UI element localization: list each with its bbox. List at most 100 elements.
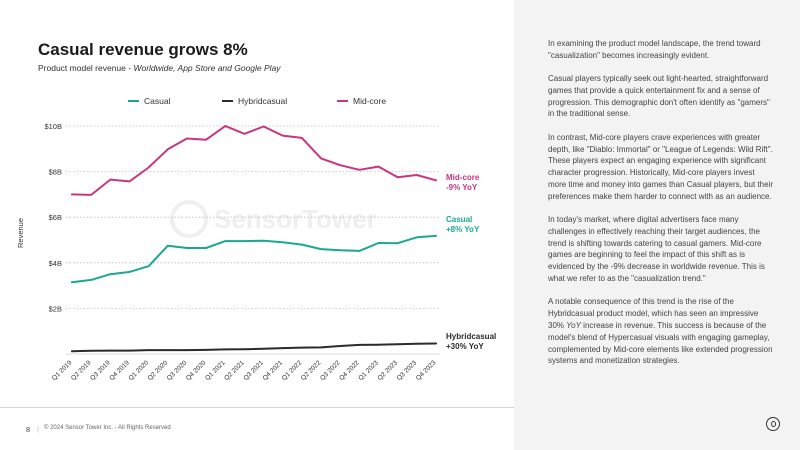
paragraph-5-after: increase in revenue. This success is bec… — [548, 320, 773, 366]
data-point-hybridcasual — [128, 349, 131, 352]
end-label-midcore-change: -9% YoY — [446, 183, 478, 192]
page-number: 8 — [26, 425, 31, 434]
data-point-hybridcasual — [186, 349, 188, 352]
data-point-midcore — [224, 125, 227, 127]
data-point-casual — [224, 240, 227, 243]
series-line-hybridcasual — [71, 342, 437, 353]
data-point-casual — [262, 239, 265, 242]
data-point-casual — [205, 247, 208, 249]
footer-separator: | — [37, 424, 39, 433]
data-point-hybridcasual — [396, 343, 399, 346]
data-point-hybridcasual — [205, 348, 208, 351]
data-point-casual — [186, 247, 188, 249]
data-point-casual — [377, 242, 380, 244]
data-point-hybridcasual — [166, 349, 169, 352]
data-point-casual — [281, 241, 284, 244]
data-point-hybridcasual — [435, 342, 437, 345]
data-point-midcore — [377, 165, 380, 168]
data-point-midcore — [147, 166, 150, 169]
data-point-hybridcasual — [281, 347, 284, 349]
legend-item-hybridcasual: Hybridcasual — [222, 96, 287, 106]
footer-divider — [0, 407, 514, 408]
watermark-icon — [170, 200, 208, 238]
data-point-midcore — [166, 148, 169, 151]
data-point-hybridcasual — [377, 343, 380, 346]
data-point-midcore — [435, 179, 437, 182]
legend-swatch-midcore — [337, 100, 348, 102]
data-point-hybridcasual — [90, 349, 93, 352]
data-point-hybridcasual — [109, 349, 112, 352]
data-point-midcore — [262, 125, 265, 128]
data-point-casual — [415, 236, 418, 239]
chart-subtitle: Product model revenue - Worldwide, App S… — [38, 63, 281, 73]
data-point-casual — [320, 248, 322, 251]
y-tick-label: $8B — [49, 168, 62, 177]
data-point-hybridcasual — [243, 348, 246, 351]
data-point-midcore — [396, 176, 399, 179]
data-point-midcore — [243, 132, 246, 135]
subtitle-main: Product model revenue - — [38, 63, 132, 73]
data-point-casual — [166, 244, 169, 247]
series-line-casual — [71, 234, 437, 284]
series-line-midcore — [71, 125, 437, 196]
data-point-casual — [90, 279, 93, 281]
data-point-casual — [243, 240, 246, 243]
paragraph-2: Casual players typically seek out light-… — [548, 74, 770, 119]
data-point-casual — [435, 234, 437, 237]
data-point-hybridcasual — [415, 342, 418, 345]
data-point-midcore — [415, 174, 418, 176]
paragraph-5: A notable consequence of this trend is t… — [548, 296, 774, 367]
end-label-midcore-name: Mid-core — [446, 173, 480, 182]
paragraph-4: In today's market, where digital adverti… — [548, 215, 765, 284]
end-label-hybridcasual-change: +30% YoY — [446, 342, 484, 351]
paragraph-1: In examining the product model landscape… — [548, 39, 761, 60]
data-point-casual — [339, 249, 342, 252]
subtitle-scope: Worldwide, App Store and Google Play — [133, 63, 281, 73]
legend-item-midcore: Mid-core — [337, 96, 386, 106]
data-point-casual — [109, 273, 112, 276]
legend-swatch-hybridcasual — [222, 100, 233, 102]
data-point-hybridcasual — [300, 346, 303, 349]
paragraph-5-before: A notable consequence of this trend is t… — [548, 297, 759, 330]
sensor-tower-logo-icon — [766, 417, 780, 431]
legend-swatch-casual — [128, 100, 139, 102]
data-point-casual — [300, 243, 303, 246]
legend-label-hybridcasual: Hybridcasual — [238, 96, 288, 106]
data-point-midcore — [281, 134, 284, 137]
data-point-casual — [358, 250, 361, 252]
data-point-hybridcasual — [71, 350, 73, 353]
data-point-midcore — [71, 193, 73, 196]
legend-label-midcore: Mid-core — [353, 96, 387, 106]
data-point-hybridcasual — [147, 349, 150, 352]
data-point-midcore — [109, 178, 112, 181]
paragraph-3: In contrast, Mid-core players crave expe… — [548, 132, 774, 201]
data-point-hybridcasual — [339, 345, 342, 347]
end-label-hybridcasual: Hybridcasual +30% YoY — [446, 332, 496, 352]
end-label-hybridcasual-name: Hybridcasual — [446, 332, 497, 341]
paragraph-5-italic: YoY — [566, 320, 581, 330]
y-tick-label: $10B — [44, 122, 62, 131]
end-label-casual-name: Casual — [446, 215, 473, 224]
data-point-hybridcasual — [262, 347, 265, 350]
data-point-midcore — [320, 157, 322, 160]
commentary-panel — [514, 0, 800, 450]
end-label-casual: Casual +8% YoY — [446, 215, 479, 235]
data-point-midcore — [205, 138, 208, 141]
y-tick-label: $4B — [49, 259, 62, 268]
data-point-casual — [128, 271, 131, 273]
legend-item-casual: Casual — [128, 96, 170, 106]
data-point-hybridcasual — [358, 343, 361, 346]
legend-label-casual: Casual — [144, 96, 171, 106]
y-tick-label: $2B — [49, 304, 62, 313]
data-point-midcore — [128, 180, 131, 183]
watermark-logo: SensorTower — [170, 200, 377, 238]
data-point-midcore — [186, 137, 188, 140]
data-point-midcore — [300, 136, 303, 139]
x-tick-label: Q4 2023 — [415, 359, 438, 382]
data-point-hybridcasual — [224, 348, 227, 351]
data-point-casual — [71, 281, 73, 284]
data-point-midcore — [90, 193, 93, 196]
logo-dot — [771, 421, 776, 427]
data-point-midcore — [339, 164, 342, 167]
